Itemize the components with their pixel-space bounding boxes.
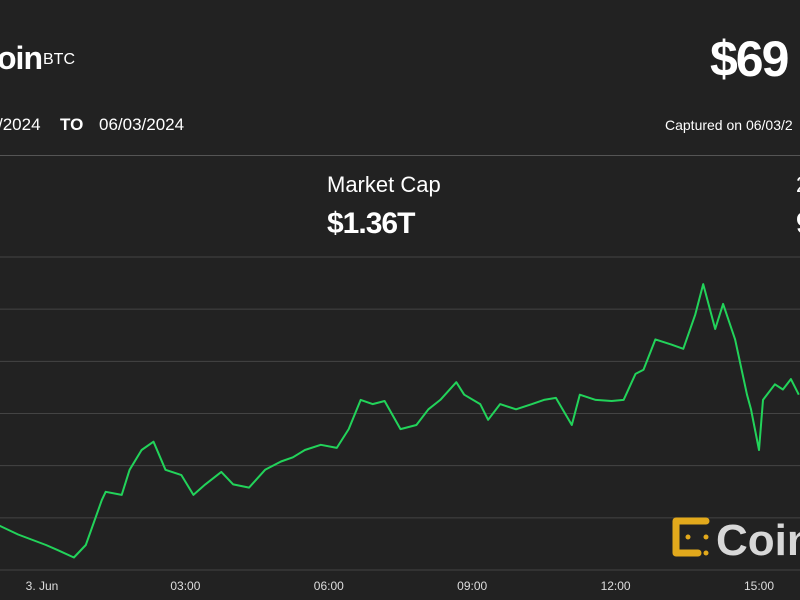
date-from: /2024 [0, 115, 41, 134]
date-to: 06/03/2024 [99, 115, 185, 134]
market-cap-label: Market Cap [327, 172, 441, 197]
watermark-text: Coin [716, 516, 800, 565]
x-tick-label: 09:00 [457, 579, 487, 593]
coindesk-logo-icon: Coin [672, 516, 800, 565]
x-tick-label: 03:00 [170, 579, 200, 593]
x-tick-label: 12:00 [601, 579, 631, 593]
x-tick-label: 3. Jun [26, 579, 59, 593]
price-line [0, 283, 800, 559]
divider [0, 155, 800, 156]
asset-symbol: BTC [43, 51, 75, 68]
x-tick-label: 15:00 [744, 579, 774, 593]
asset-price: $69 [710, 31, 789, 87]
stat-label-cut: 2 [796, 172, 800, 198]
market-cap-value: $1.36T [327, 207, 415, 240]
captured-on: Captured on 06/03/2 [665, 117, 793, 133]
x-tick-label: 06:00 [314, 579, 344, 593]
stat-value-cut: 9 [796, 207, 800, 241]
date-to-label: TO [60, 115, 84, 134]
asset-name: oin [0, 40, 43, 76]
